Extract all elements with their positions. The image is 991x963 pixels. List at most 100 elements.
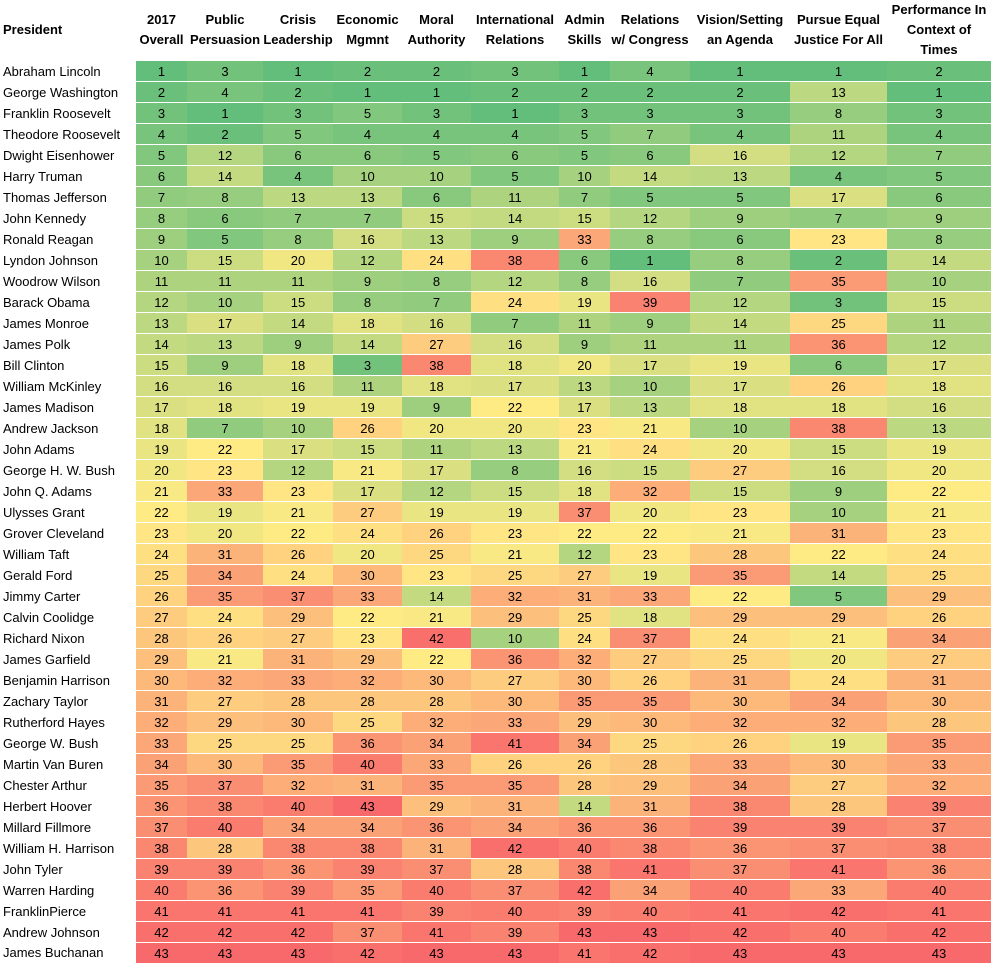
president-name: Chester Arthur	[0, 775, 136, 796]
rank-cell: 30	[610, 712, 690, 733]
rank-cell: 32	[610, 481, 690, 502]
president-name: James Garfield	[0, 649, 136, 670]
president-name: Lyndon Johnson	[0, 250, 136, 271]
rank-cell: 25	[333, 712, 402, 733]
rank-cell: 22	[187, 439, 263, 460]
president-name: Gerald Ford	[0, 565, 136, 586]
rank-cell: 15	[187, 250, 263, 271]
rank-cell: 23	[610, 544, 690, 565]
rank-cell: 15	[887, 292, 991, 313]
rank-cell: 2	[690, 82, 790, 103]
rank-cell: 10	[790, 502, 887, 523]
rank-cell: 24	[471, 292, 559, 313]
rank-cell: 38	[887, 838, 991, 859]
rank-cell: 5	[559, 145, 610, 166]
rank-cell: 5	[790, 586, 887, 607]
rank-cell: 29	[402, 796, 471, 817]
rank-cell: 8	[559, 271, 610, 292]
rank-cell: 6	[790, 355, 887, 376]
rank-cell: 21	[610, 418, 690, 439]
rank-cell: 29	[790, 607, 887, 628]
president-name: Jimmy Carter	[0, 586, 136, 607]
rank-cell: 16	[333, 229, 402, 250]
rank-cell: 8	[136, 208, 187, 229]
rank-cell: 6	[187, 208, 263, 229]
rank-cell: 26	[610, 670, 690, 691]
rank-cell: 30	[402, 670, 471, 691]
rank-cell: 30	[187, 754, 263, 775]
rank-cell: 8	[187, 187, 263, 208]
president-name: Andrew Johnson	[0, 922, 136, 943]
rank-cell: 29	[136, 649, 187, 670]
rank-cell: 42	[333, 943, 402, 963]
rank-cell: 13	[471, 439, 559, 460]
rank-cell: 18	[471, 355, 559, 376]
rank-cell: 38	[402, 355, 471, 376]
rank-cell: 7	[559, 187, 610, 208]
rank-cell: 27	[887, 649, 991, 670]
rank-cell: 28	[187, 838, 263, 859]
rank-cell: 9	[333, 271, 402, 292]
rank-cell: 36	[402, 817, 471, 838]
rank-cell: 10	[690, 418, 790, 439]
column-header-line: 2017	[147, 12, 176, 27]
rank-cell: 40	[471, 901, 559, 922]
rank-cell: 13	[887, 418, 991, 439]
rank-cell: 9	[610, 313, 690, 334]
rank-cell: 35	[690, 565, 790, 586]
rank-cell: 6	[263, 145, 333, 166]
rank-cell: 8	[471, 460, 559, 481]
rank-cell: 4	[402, 124, 471, 145]
rank-cell: 3	[887, 103, 991, 124]
rank-cell: 22	[263, 523, 333, 544]
rank-cell: 1	[610, 250, 690, 271]
rank-cell: 16	[559, 460, 610, 481]
rank-cell: 32	[559, 649, 610, 670]
rank-cell: 17	[263, 439, 333, 460]
rank-cell: 17	[187, 313, 263, 334]
rank-cell: 39	[610, 292, 690, 313]
rank-cell: 17	[887, 355, 991, 376]
rank-cell: 38	[610, 838, 690, 859]
rank-cell: 12	[690, 292, 790, 313]
rank-cell: 19	[790, 733, 887, 754]
rank-cell: 35	[187, 586, 263, 607]
rank-cell: 16	[790, 460, 887, 481]
rank-cell: 33	[887, 754, 991, 775]
column-header-line: Relations	[486, 32, 545, 47]
rank-cell: 42	[690, 922, 790, 943]
rank-cell: 18	[610, 607, 690, 628]
column-header-line: Context of Times	[907, 22, 971, 57]
rank-cell: 23	[887, 523, 991, 544]
rank-cell: 43	[887, 943, 991, 963]
rank-cell: 28	[690, 544, 790, 565]
rank-cell: 28	[402, 691, 471, 712]
rank-cell: 15	[559, 208, 610, 229]
column-header-line: Skills	[568, 32, 602, 47]
rank-cell: 15	[333, 439, 402, 460]
rank-cell: 43	[402, 943, 471, 963]
rank-cell: 1	[136, 61, 187, 82]
rank-cell: 40	[333, 754, 402, 775]
rank-cell: 43	[263, 943, 333, 963]
rank-cell: 43	[333, 796, 402, 817]
rank-cell: 21	[471, 544, 559, 565]
rank-cell: 25	[559, 607, 610, 628]
rank-cell: 28	[333, 691, 402, 712]
rank-cell: 3	[187, 61, 263, 82]
rank-cell: 19	[136, 439, 187, 460]
rank-cell: 12	[136, 292, 187, 313]
rank-cell: 15	[402, 208, 471, 229]
president-name: Calvin Coolidge	[0, 607, 136, 628]
rank-cell: 34	[790, 691, 887, 712]
rank-cell: 6	[887, 187, 991, 208]
rank-cell: 20	[333, 544, 402, 565]
rank-cell: 19	[471, 502, 559, 523]
rank-cell: 24	[263, 565, 333, 586]
